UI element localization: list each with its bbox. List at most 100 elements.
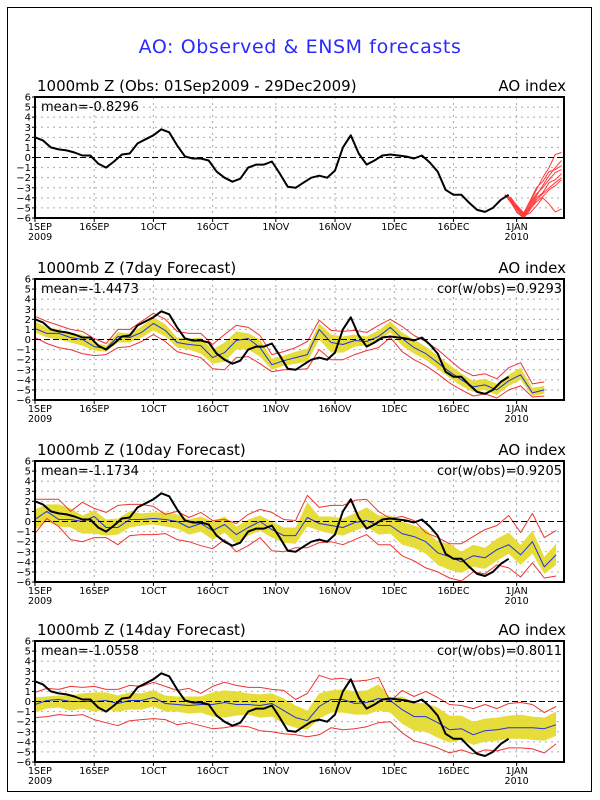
y-tick-label: −3: [16, 183, 31, 194]
x-tick-label: 1JAN: [505, 586, 527, 597]
correlation-label: cor(w/obs)=0.9293: [437, 282, 562, 297]
y-tick-label: −6: [16, 578, 31, 589]
ensemble-min-line: [35, 518, 557, 582]
observed-line: [35, 672, 510, 757]
x-tick-label: 1NOV: [262, 222, 289, 233]
x-tick-label: 16SEP: [79, 222, 109, 233]
x-tick-label: 16SEP: [79, 586, 109, 597]
y-tick-label: 4: [25, 657, 31, 668]
x-tick-label: 1NOV: [262, 766, 289, 777]
x-tick-year-label: 2009: [28, 232, 52, 243]
x-tick-label: 16DEC: [437, 404, 469, 415]
x-tick-label: 1DEC: [381, 766, 407, 777]
x-tick-label: 1SEP: [28, 766, 52, 777]
ensemble-mean-line: [35, 510, 557, 568]
y-tick-label: 6: [25, 275, 31, 286]
y-tick-label: 0: [25, 697, 31, 708]
correlation-label: cor(w/obs)=0.8011: [437, 644, 562, 659]
main-title: AO: Observed & ENSM forecasts: [138, 36, 462, 58]
y-tick-label: −6: [16, 214, 31, 225]
panel-right-label: AO index: [498, 77, 566, 95]
correlation-label: cor(w/obs)=0.9205: [437, 464, 562, 479]
x-tick-year-label: 2010: [505, 414, 529, 425]
y-tick-label: −2: [16, 537, 31, 548]
y-tick-label: −1: [16, 163, 31, 174]
x-tick-label: 1DEC: [381, 222, 407, 233]
observed-line: [35, 128, 510, 213]
y-tick-label: 0: [25, 153, 31, 164]
panel-right-label: AO index: [498, 621, 566, 639]
y-tick-label: 4: [25, 113, 31, 124]
y-tick-label: −5: [16, 385, 31, 396]
y-tick-label: −4: [16, 737, 31, 748]
y-tick-label: 3: [25, 305, 31, 316]
x-tick-label: 16OCT: [197, 222, 229, 233]
y-tick-label: 3: [25, 487, 31, 498]
ensemble-mean-line: [35, 322, 545, 394]
panel-title: 1000mb Z (Obs: 01Sep2009 - 29Dec2009): [37, 77, 357, 95]
x-tick-label: 16SEP: [79, 766, 109, 777]
x-tick-label: 16NOV: [319, 404, 353, 415]
y-tick-label: 4: [25, 477, 31, 488]
mean-label: mean=-1.0558: [41, 644, 139, 659]
y-tick-label: 0: [25, 517, 31, 528]
y-tick-label: 0: [25, 335, 31, 346]
y-tick-label: 5: [25, 285, 31, 296]
x-tick-label: 1SEP: [28, 586, 52, 597]
x-tick-label: 16NOV: [319, 766, 353, 777]
ensemble-max-line: [35, 312, 545, 385]
x-tick-year-label: 2010: [505, 776, 529, 787]
y-tick-label: −5: [16, 567, 31, 578]
x-tick-year-label: 2009: [28, 596, 52, 607]
x-tick-label: 1DEC: [381, 404, 407, 415]
observed-line: [35, 492, 510, 577]
panel-right-label: AO index: [498, 441, 566, 459]
y-tick-label: 6: [25, 457, 31, 468]
y-tick-label: 3: [25, 667, 31, 678]
x-tick-label: 16NOV: [319, 222, 353, 233]
y-tick-label: −4: [16, 193, 31, 204]
member-forecast-line: [504, 179, 562, 218]
data-layer: [35, 128, 562, 218]
member-forecast-line: [504, 165, 562, 214]
y-tick-label: −5: [16, 203, 31, 214]
x-tick-year-label: 2010: [505, 232, 529, 243]
x-tick-label: 1OCT: [140, 222, 166, 233]
ensemble-spread-band: [35, 684, 557, 745]
x-tick-label: 16DEC: [437, 586, 469, 597]
data-layer: [35, 310, 545, 399]
y-tick-label: −2: [16, 173, 31, 184]
y-tick-label: 6: [25, 93, 31, 104]
y-tick-label: −6: [16, 758, 31, 769]
y-tick-label: −4: [16, 375, 31, 386]
y-tick-label: 1: [25, 143, 31, 154]
y-tick-label: 3: [25, 123, 31, 134]
x-tick-year-label: 2010: [505, 596, 529, 607]
data-layer: [35, 492, 557, 582]
y-tick-label: −4: [16, 557, 31, 568]
y-tick-label: 2: [25, 133, 31, 144]
x-tick-label: 1SEP: [28, 404, 52, 415]
panel-title: 1000mb Z (7day Forecast): [37, 259, 236, 277]
data-layer: [35, 672, 557, 757]
y-tick-label: 2: [25, 497, 31, 508]
y-tick-label: 5: [25, 103, 31, 114]
ensemble-min-line: [35, 714, 557, 755]
chart-panel-2: 1000mb Z (7day Forecast) AO index6543210−…: [16, 259, 566, 425]
ensemble-spread-band: [35, 502, 557, 574]
ensemble-mean-line: [35, 697, 557, 736]
x-tick-year-label: 2009: [28, 776, 52, 787]
y-tick-label: −1: [16, 707, 31, 718]
x-tick-label: 16OCT: [197, 586, 229, 597]
member-forecast-line: [504, 194, 562, 217]
y-tick-label: 4: [25, 295, 31, 306]
x-tick-label: 16SEP: [79, 404, 109, 415]
x-tick-label: 1NOV: [262, 404, 289, 415]
x-tick-label: 16OCT: [197, 404, 229, 415]
member-forecast-line: [504, 169, 562, 215]
mean-label: mean=-1.4473: [41, 282, 139, 297]
mean-label: mean=-0.8296: [41, 100, 139, 115]
figure-frame: [7, 7, 592, 792]
y-tick-label: −1: [16, 527, 31, 538]
y-tick-label: −3: [16, 547, 31, 558]
